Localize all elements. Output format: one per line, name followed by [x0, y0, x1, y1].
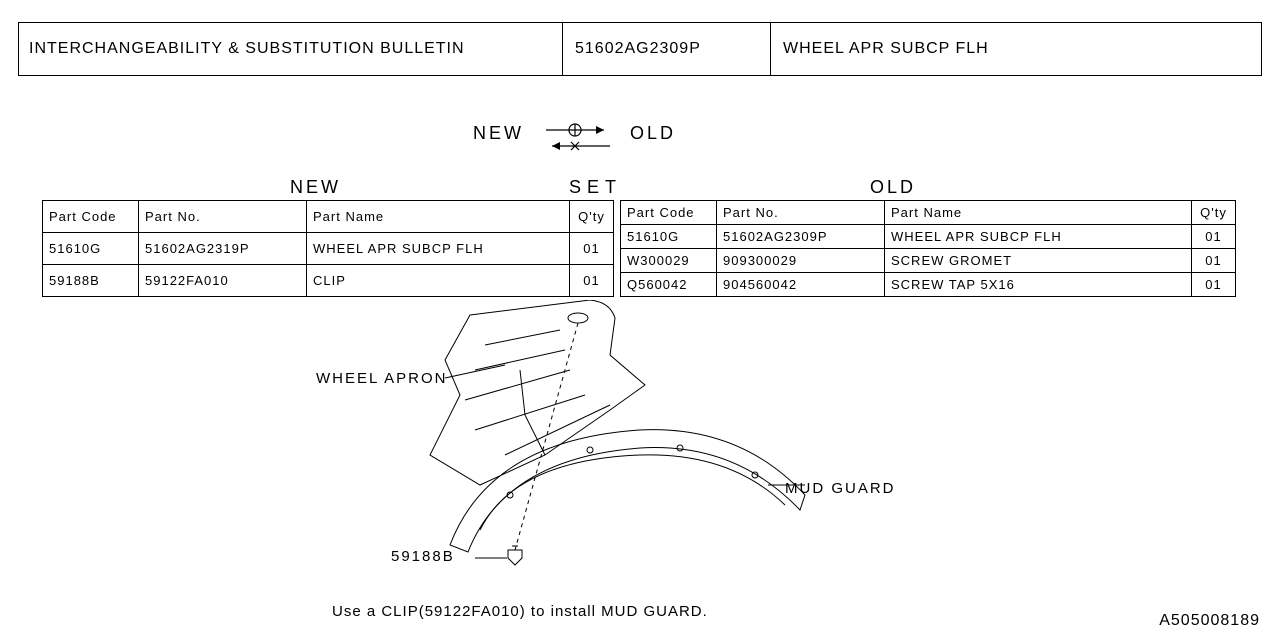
col-header-code: Part Code	[43, 201, 139, 233]
cell-name: CLIP	[307, 265, 570, 297]
table-header-row: Part Code Part No. Part Name Q'ty	[43, 201, 614, 233]
bulletin-header: INTERCHANGEABILITY & SUBSTITUTION BULLET…	[18, 22, 1262, 76]
document-id: A505008189	[1159, 612, 1260, 630]
callout-clip-code: 59188B	[391, 548, 455, 565]
footer-note: Use a CLIP(59122FA010) to install MUD GU…	[332, 603, 708, 620]
header-part-name: WHEEL APR SUBCP FLH	[771, 23, 1261, 75]
cell-no: 59122FA010	[139, 265, 307, 297]
cell-code: Q560042	[621, 273, 717, 297]
interchange-arrows	[538, 118, 618, 158]
cell-no: 909300029	[717, 249, 885, 273]
direction-old-label: OLD	[630, 123, 676, 144]
cell-code: W300029	[621, 249, 717, 273]
col-header-code: Part Code	[621, 201, 717, 225]
cell-qty: 01	[1192, 225, 1236, 249]
cell-name: WHEEL APR SUBCP FLH	[885, 225, 1192, 249]
cell-no: 51602AG2319P	[139, 233, 307, 265]
parts-diagram	[310, 300, 950, 580]
new-parts-table: Part Code Part No. Part Name Q'ty 51610G…	[42, 200, 614, 297]
table-row: 51610G 51602AG2319P WHEEL APR SUBCP FLH …	[43, 233, 614, 265]
col-header-qty: Q'ty	[570, 201, 614, 233]
cell-qty: 01	[1192, 273, 1236, 297]
new-section-label: NEW	[290, 177, 341, 198]
table-header-row: Part Code Part No. Part Name Q'ty	[621, 201, 1236, 225]
cell-qty: 01	[570, 233, 614, 265]
parts-tables: Part Code Part No. Part Name Q'ty 51610G…	[42, 200, 1236, 297]
cell-no: 51602AG2309P	[717, 225, 885, 249]
col-header-no: Part No.	[139, 201, 307, 233]
set-section-label: SET	[569, 177, 622, 198]
table-row: 59188B 59122FA010 CLIP 01	[43, 265, 614, 297]
table-row: Q560042 904560042 SCREW TAP 5X16 01	[621, 273, 1236, 297]
direction-new-label: NEW	[473, 123, 524, 144]
col-header-name: Part Name	[307, 201, 570, 233]
callout-mud-guard: MUD GUARD	[785, 480, 896, 497]
callout-wheel-apron: WHEEL APRON	[316, 370, 447, 387]
cell-name: WHEEL APR SUBCP FLH	[307, 233, 570, 265]
col-header-name: Part Name	[885, 201, 1192, 225]
header-part-no: 51602AG2309P	[563, 23, 771, 75]
cell-name: SCREW GROMET	[885, 249, 1192, 273]
table-row: W300029 909300029 SCREW GROMET 01	[621, 249, 1236, 273]
cell-no: 904560042	[717, 273, 885, 297]
cell-name: SCREW TAP 5X16	[885, 273, 1192, 297]
col-header-qty: Q'ty	[1192, 201, 1236, 225]
cell-code: 59188B	[43, 265, 139, 297]
col-header-no: Part No.	[717, 201, 885, 225]
table-row: 51610G 51602AG2309P WHEEL APR SUBCP FLH …	[621, 225, 1236, 249]
header-title: INTERCHANGEABILITY & SUBSTITUTION BULLET…	[19, 23, 563, 75]
cell-qty: 01	[570, 265, 614, 297]
old-parts-table: Part Code Part No. Part Name Q'ty 51610G…	[620, 200, 1236, 297]
cell-code: 51610G	[43, 233, 139, 265]
cell-qty: 01	[1192, 249, 1236, 273]
old-section-label: OLD	[870, 177, 916, 198]
cell-code: 51610G	[621, 225, 717, 249]
